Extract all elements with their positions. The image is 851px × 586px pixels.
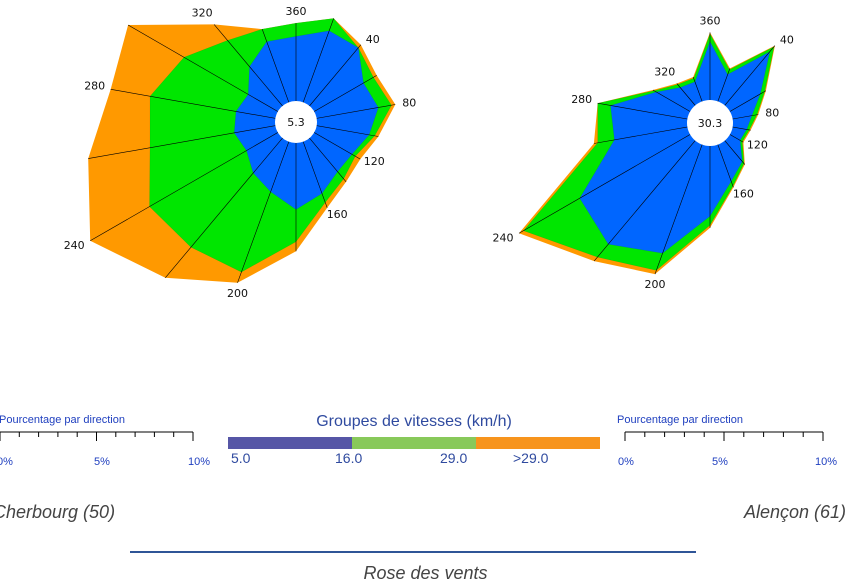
spoke-280 bbox=[110, 89, 297, 123]
direction-label-80: 80 bbox=[402, 97, 416, 110]
calm-circle bbox=[275, 101, 317, 143]
spoke-220 bbox=[593, 122, 711, 262]
direction-label-120: 120 bbox=[747, 138, 768, 151]
direction-label-160: 160 bbox=[327, 208, 348, 221]
spoke-220 bbox=[165, 121, 297, 278]
scale-tick-right-5: 5% bbox=[712, 456, 728, 468]
direction-label-40: 40 bbox=[366, 33, 380, 46]
legend-swatch-5-16 bbox=[228, 437, 352, 449]
direction-label-40: 40 bbox=[780, 34, 794, 47]
series-outline bbox=[523, 33, 775, 271]
direction-label-200: 200 bbox=[227, 287, 248, 300]
spoke-200 bbox=[654, 122, 711, 275]
scale-tick-left-0: 0% bbox=[0, 456, 13, 468]
wind-rose-alencon: 30.3 360 40 80 120 160 200 240 280 320 bbox=[493, 14, 794, 291]
calm-percentage-label: 5.3 bbox=[287, 116, 305, 129]
calm-circle bbox=[687, 100, 733, 146]
legend-label-5: 5.0 bbox=[231, 450, 251, 466]
station-name-left: Cherbourg (50) bbox=[0, 502, 116, 522]
direction-label-280: 280 bbox=[571, 93, 592, 106]
direction-label-360: 360 bbox=[286, 5, 307, 18]
scale-bar-left bbox=[0, 431, 194, 441]
direction-label-360: 360 bbox=[700, 14, 721, 27]
scale-tick-right-0: 0% bbox=[618, 456, 634, 468]
direction-label-120: 120 bbox=[364, 155, 385, 168]
direction-label-280: 280 bbox=[84, 79, 105, 92]
direction-label-320: 320 bbox=[192, 6, 213, 19]
series-outline bbox=[149, 18, 392, 273]
spoke-300 bbox=[127, 24, 297, 123]
scale-title-right: Pourcentage par direction bbox=[617, 414, 743, 426]
footer-title: Rose des vents bbox=[363, 563, 488, 583]
station-name-right: Alençon (61) bbox=[743, 502, 846, 522]
spoke-260 bbox=[88, 121, 297, 159]
legend-swatch-16-29 bbox=[352, 437, 476, 449]
series-5-16-area bbox=[579, 41, 770, 254]
direction-label-320: 320 bbox=[654, 66, 675, 79]
direction-label-160: 160 bbox=[733, 187, 754, 200]
scale-tick-right-10: 10% bbox=[815, 456, 838, 468]
direction-label-200: 200 bbox=[645, 278, 666, 291]
legend-swatch-over-29 bbox=[476, 437, 600, 449]
series-outline bbox=[233, 30, 379, 210]
direction-label-240: 240 bbox=[64, 239, 85, 252]
spoke-200 bbox=[237, 121, 297, 283]
scale-tick-left-5: 5% bbox=[94, 456, 110, 468]
legend-title: Groupes de vitesses (km/h) bbox=[316, 413, 512, 430]
direction-label-80: 80 bbox=[765, 107, 779, 120]
spoke-320 bbox=[213, 24, 297, 123]
direction-label-240: 240 bbox=[493, 231, 514, 244]
series-outline bbox=[579, 41, 771, 254]
calm-percentage-label: 30.3 bbox=[698, 117, 723, 130]
footer-divider bbox=[130, 551, 696, 553]
legend-color-bar bbox=[228, 437, 600, 449]
scale-title-left: Pourcentage par direction bbox=[0, 414, 125, 426]
legend-label-16: 16.0 bbox=[335, 450, 363, 466]
scale-tick-left-10: 10% bbox=[188, 456, 211, 468]
wind-rose-cherbourg: 5.3 360 40 80 120 160 200 240 280 320 bbox=[64, 5, 417, 300]
legend-label-29: 29.0 bbox=[440, 450, 468, 466]
scale-bar-right bbox=[624, 431, 824, 441]
legend-label-over-29: >29.0 bbox=[513, 450, 549, 466]
spoke-240 bbox=[90, 121, 297, 242]
spoke-240 bbox=[518, 122, 711, 234]
